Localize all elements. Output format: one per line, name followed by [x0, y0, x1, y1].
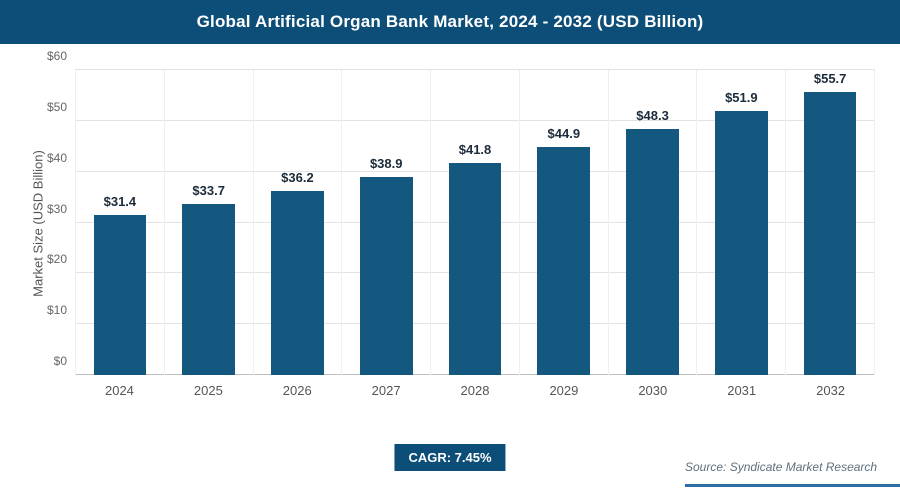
bar-group-2025: $33.7	[163, 70, 253, 375]
bar-value-label: $36.2	[281, 169, 314, 185]
x-tick-label: 2031	[727, 383, 757, 398]
chart-title-bar: Global Artificial Organ Bank Market, 202…	[0, 0, 900, 44]
x-tick-label: 2028	[460, 383, 490, 398]
bar-value-label: $38.9	[369, 156, 403, 172]
source-container: Source: Syndicate Market Research	[685, 458, 900, 487]
bar-group-2026: $36.2	[252, 70, 342, 375]
bar	[803, 91, 857, 375]
x-tick-label: 2025	[193, 383, 223, 398]
bars-row: $31.4 $33.7 $36.2 $38.9 $41.8 $44.9 $48.3 $51.9…	[75, 70, 876, 375]
y-tick-label: $40	[46, 150, 67, 165]
bar-group-2029: $44.9	[518, 70, 608, 375]
source-text: Source: Syndicate Market Research	[685, 460, 878, 474]
x-tick-label: 2024	[104, 383, 134, 398]
y-tick-label: $50	[46, 99, 67, 114]
x-tick-label: 2029	[549, 383, 579, 398]
gridline	[75, 119, 875, 121]
plot-area: $0 $10 $20 $30 $40 $50 $60 $31.4 $33.7 $36.2 $38.9…	[47, 49, 876, 375]
y-tick-label: $30	[46, 201, 67, 216]
bar	[93, 215, 147, 375]
bar-group-2032: $55.7	[785, 70, 876, 375]
x-tick-label: 2027	[371, 383, 401, 398]
cagr-badge: CAGR: 7.45%	[394, 444, 506, 471]
y-tick-label: $0	[53, 354, 67, 368]
bar-value-label: $48.3	[636, 108, 669, 124]
bar-group-2027: $38.9	[341, 70, 430, 375]
bar-group-2024: $31.4	[75, 70, 164, 375]
bar	[182, 203, 235, 375]
bar-group-2030: $48.3	[607, 70, 697, 375]
y-tick-label: $10	[46, 303, 67, 318]
x-tick-label: 2026	[282, 383, 312, 398]
y-axis-label: Market Size (USD Billion)	[30, 150, 46, 297]
bar-group-2031: $51.9	[696, 70, 785, 375]
bar-chart: Market Size (USD Billion) $0 $10 $20 $30 $40…	[0, 49, 900, 428]
bar	[715, 111, 768, 375]
bar	[626, 129, 679, 375]
bar	[448, 162, 502, 375]
bar-value-label: $41.8	[458, 141, 492, 157]
bar-value-label: $51.9	[725, 90, 758, 106]
x-tick-label: 2030	[638, 383, 668, 398]
bar-value-label: $33.7	[192, 182, 225, 198]
x-tick-label: 2032	[816, 383, 846, 398]
bar	[271, 190, 324, 375]
x-axis-labels: 2024 2025 2026 2027 2028 2029 2030 2031 2032	[75, 383, 875, 398]
bar-group-2028: $41.8	[430, 70, 519, 375]
page-title: Global Artificial Organ Bank Market, 202…	[196, 12, 704, 31]
y-tick-label: $60	[46, 49, 67, 63]
y-tick-label: $20	[46, 252, 67, 267]
chart-footer: CAGR: 7.45% Source: Syndicate Market Res…	[0, 436, 900, 496]
bar-value-label: $44.9	[547, 125, 581, 141]
bar-value-label: $55.7	[813, 70, 847, 86]
bar	[537, 146, 591, 375]
bar-value-label: $31.4	[103, 194, 137, 210]
gridline	[75, 69, 875, 70]
bar	[359, 177, 413, 375]
